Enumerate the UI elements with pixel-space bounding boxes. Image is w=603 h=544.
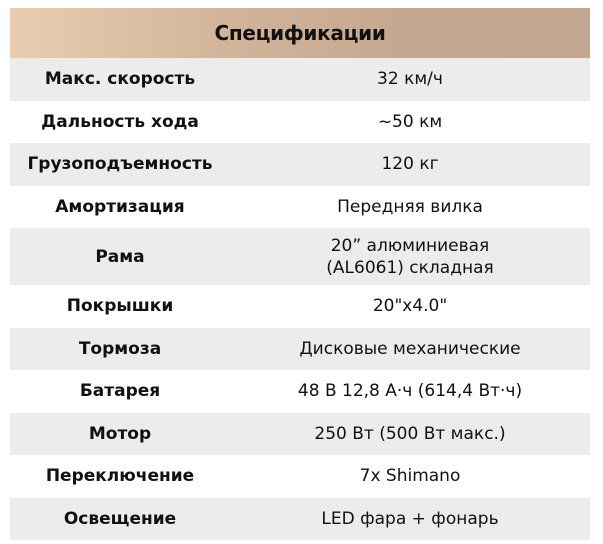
spec-label: Грузоподъемность bbox=[27, 154, 213, 175]
spec-value: 20"x4.0" bbox=[372, 296, 448, 317]
spec-label: Освещение bbox=[63, 508, 177, 529]
table-row: Переключение 7x Shimano bbox=[10, 455, 590, 498]
spec-label: Дальность хода bbox=[41, 111, 199, 132]
spec-value: 48 В 12,8 А·ч (614,4 Вт·ч) bbox=[297, 381, 523, 402]
spec-label: Макс. скорость bbox=[44, 69, 196, 90]
spec-label: Покрышки bbox=[66, 296, 174, 317]
table-row: Тормоза Дисковые механические bbox=[10, 327, 590, 370]
spec-value: 20” алюминиевая (AL6061) складная bbox=[326, 235, 494, 278]
spec-label: Переключение bbox=[45, 466, 195, 487]
table-row: Грузоподъемность 120 кг bbox=[10, 143, 590, 186]
spec-label: Рама bbox=[95, 246, 145, 267]
table-row: Мотор 250 Вт (500 Вт макс.) bbox=[10, 412, 590, 455]
spec-value: ~50 км bbox=[377, 111, 443, 132]
table-row: Покрышки 20"x4.0" bbox=[10, 285, 590, 328]
table-row: Дальность хода ~50 км bbox=[10, 101, 590, 144]
table-row: Батарея 48 В 12,8 А·ч (614,4 Вт·ч) bbox=[10, 370, 590, 413]
table-row: Амортизация Передняя вилка bbox=[10, 186, 590, 229]
table-title: Спецификации bbox=[10, 8, 590, 58]
spec-label: Тормоза bbox=[78, 338, 162, 359]
table-row: Освещение LED фара + фонарь bbox=[10, 497, 590, 540]
spec-table: Спецификации Макс. скорость 32 км/ч Дально… bbox=[10, 8, 590, 540]
spec-value: LED фара + фонарь bbox=[321, 508, 499, 529]
spec-label: Мотор bbox=[88, 423, 152, 444]
spec-label: Амортизация bbox=[55, 196, 185, 217]
spec-value: Передняя вилка bbox=[337, 196, 483, 217]
spec-value: Дисковые механические bbox=[299, 338, 521, 359]
table-row: Макс. скорость 32 км/ч bbox=[10, 58, 590, 101]
table-row: Рама 20” алюминиевая (AL6061) складная bbox=[10, 228, 590, 285]
spec-value: 120 кг bbox=[381, 154, 439, 175]
spec-value: 32 км/ч bbox=[377, 69, 443, 90]
spec-label: Батарея bbox=[79, 381, 161, 402]
spec-value: 250 Вт (500 Вт макс.) bbox=[314, 423, 506, 444]
spec-value: 7x Shimano bbox=[359, 466, 461, 487]
